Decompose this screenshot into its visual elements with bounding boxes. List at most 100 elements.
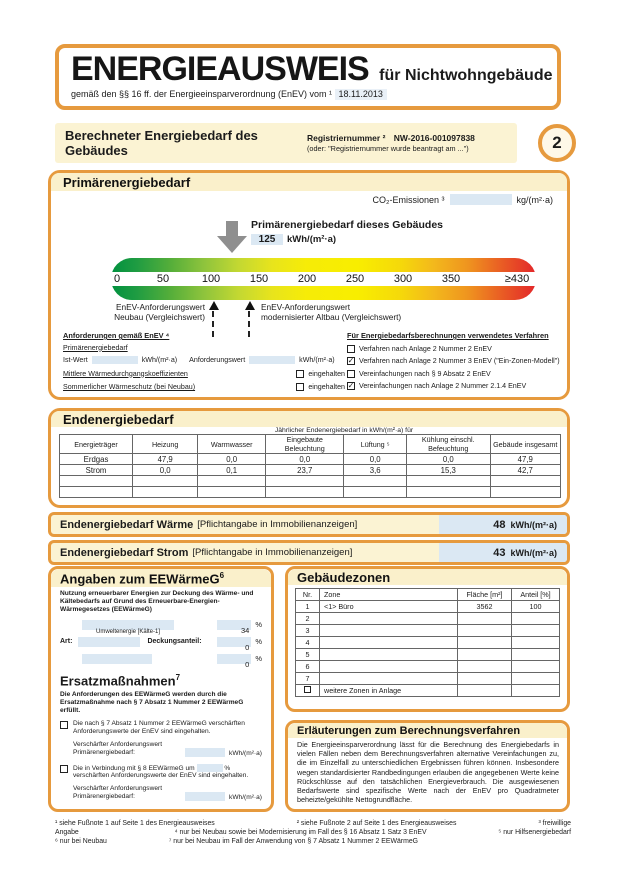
zones-header-row: Nr. Zone Fläche [m²] Anteil [%] — [295, 588, 560, 601]
law-text: gemäß den §§ 16 ff. der Energieeinsparve… — [71, 89, 332, 99]
ersatz-checkbox-2[interactable] — [60, 764, 68, 773]
u-state: eingehalten — [308, 369, 345, 378]
cell — [511, 660, 560, 673]
art3-field[interactable] — [82, 653, 152, 664]
cell: 42,7 — [489, 464, 561, 476]
versch2-label: Verschärfter Anforderungswert Primärener… — [73, 785, 162, 801]
art1-value: Umweltenergie [Kälte-1] — [95, 628, 161, 635]
versch2-field[interactable] — [185, 791, 226, 801]
altbau-marker-dash — [248, 311, 250, 337]
proc-label-3: Vereinfachungen nach § 9 Absatz 2 EnEV — [359, 369, 491, 378]
page-title-suffix: für Nichtwohngebäude — [379, 67, 553, 84]
col-beleuchtung: Eingebaute Beleuchtung — [265, 434, 345, 454]
ist-value-field[interactable] — [91, 356, 138, 365]
col-energietraeger: Energieträger — [58, 434, 134, 454]
cell — [265, 475, 345, 487]
proc-checkbox-2[interactable]: ✓ — [347, 356, 355, 366]
waerme-value-field[interactable]: 48 kWh/(m²·a) — [439, 515, 567, 534]
anf-value-field[interactable] — [249, 356, 296, 365]
cell — [489, 486, 561, 498]
law-date-field[interactable]: 18.11.2013 — [334, 89, 387, 101]
cell: 0,0 — [132, 464, 199, 476]
anteil1-field[interactable]: 34 — [217, 619, 252, 635]
cell — [197, 486, 267, 498]
eewaermeg-heading-text: Angaben zum EEWärmeG — [60, 571, 220, 587]
ersatz-versch1-row: Verschärfter Anforderungswert Primärener… — [73, 741, 262, 757]
versch1-label: Verschärfter Anforderungswert Primärener… — [73, 741, 162, 757]
zones-heading: Gebäudezonen — [288, 569, 567, 585]
zone-row: 2 — [295, 612, 560, 625]
registry-label: Registriernummer ² — [307, 133, 386, 143]
cb2-text-b: verschärften Anforderungswerte der EnEV … — [73, 772, 249, 780]
col-heizung: Heizung — [132, 434, 199, 454]
table-row-empty — [58, 475, 561, 487]
cell: 47,9 — [132, 453, 199, 465]
co2-value-field[interactable] — [449, 194, 512, 205]
endenergy-heading: Endenergiebedarf — [51, 411, 567, 427]
art2-field[interactable] — [78, 636, 141, 647]
anteil2-field[interactable]: 0 — [217, 636, 252, 652]
page-number-badge: 2 — [538, 124, 576, 162]
col-lueftung: Lüftung ⁵ — [343, 434, 407, 454]
gauge-value-field[interactable]: 125 — [251, 234, 283, 245]
cell — [319, 612, 458, 625]
versch1-field[interactable] — [185, 747, 226, 757]
neubau-label-line2: Neubau (Vergleichswert) — [114, 312, 205, 322]
eewaermeg-box: Angaben zum EEWärmeG6 Nutzung erneuerbar… — [48, 566, 274, 812]
table-row-empty — [58, 486, 561, 498]
zones-more-row: weitere Zonen in Anlage — [295, 684, 560, 697]
proc-label-4: Vereinfachungen nach Anlage 2 Nummer 2.1… — [359, 382, 527, 390]
proc-checkbox-3[interactable] — [347, 369, 355, 378]
deckung-label: Deckungsanteil: — [147, 638, 202, 646]
energy-scale: 0 50 100 150 200 250 300 350 ≥430 — [111, 258, 536, 300]
cell: 5 — [295, 648, 320, 661]
altbau-marker-arrow — [245, 301, 255, 310]
ist-unit: kWh/(m²·a) — [141, 356, 178, 364]
endenergy-header-row: Energieträger Heizung Warmwasser Eingeba… — [58, 434, 561, 454]
u-checkbox[interactable] — [296, 369, 305, 378]
ersatz-heading-sup: 7 — [175, 672, 181, 682]
versch2-line2: Primärenergiebedarf: — [73, 792, 135, 800]
proc-checkbox-4[interactable]: ✓ — [347, 381, 355, 391]
proc-checkbox-1[interactable] — [347, 344, 355, 353]
ersatz-checkbox-1[interactable] — [60, 721, 68, 730]
ersatz-cb2-label: Die in Verbindung mit § 8 EEWärmeG um % … — [73, 763, 262, 780]
cell: <1> Büro — [319, 600, 458, 613]
page-title: ENERGIEAUSWEIS — [71, 50, 370, 88]
footnote-line-3: ⁶ nur bei Neubau ⁷ nur bei Neubau im Fal… — [55, 837, 571, 846]
scale-tick-300: 300 — [393, 273, 413, 285]
zones-more-checkbox-cell — [295, 684, 320, 697]
strom-value-field[interactable]: 43 kWh/(m²·a) — [439, 543, 567, 562]
cell: 100 — [511, 600, 560, 613]
primary-heading: Primärenergiebedarf — [51, 173, 567, 191]
altbau-label-line2: modernisierter Altbau (Vergleichswert) — [261, 312, 402, 322]
footnote-7: ⁷ nur bei Neubau im Fall der Anwendung v… — [168, 838, 419, 845]
law-line: gemäß den §§ 16 ff. der Energieeinsparve… — [71, 89, 545, 101]
versch1-line1: Verschärfter Anforderungswert — [73, 741, 163, 749]
cell: 0,0 — [406, 453, 491, 465]
eewaermeg-row3: 0 % — [82, 653, 262, 669]
zone-row: 7 — [295, 672, 560, 685]
cell — [132, 475, 199, 487]
cb2-pct-field[interactable] — [196, 763, 223, 772]
sommer-checkbox[interactable] — [296, 383, 305, 392]
waerme-value: 48 — [493, 518, 506, 531]
cell — [319, 672, 458, 685]
anteil3-field[interactable]: 0 — [217, 653, 252, 669]
versch2-unit: kWh/(m²·a) — [229, 793, 262, 801]
co2-unit: kg/(m²·a) — [516, 194, 554, 205]
cell — [457, 684, 512, 697]
eewaermeg-row1: Umweltenergie [Kälte-1] 34 % — [82, 619, 262, 635]
gauge-unit: kWh/(m²·a) — [287, 234, 337, 245]
law-date: 18.11.2013 — [338, 89, 383, 100]
proc-check-4: ✓ — [347, 381, 355, 391]
section-bar: Berechneter Energiebedarf des Gebäudes R… — [55, 123, 517, 163]
proc-check-2: ✓ — [347, 356, 355, 366]
zones-more-checkbox[interactable] — [304, 686, 311, 693]
cell: 6 — [295, 660, 320, 673]
anteil3-unit: % — [255, 654, 262, 664]
zone-row: 3 — [295, 624, 560, 637]
art1-field[interactable]: Umweltenergie [Kälte-1] — [82, 619, 174, 635]
title-line: ENERGIEAUSWEIS für Nichtwohngebäude — [71, 50, 553, 89]
req-sommer-row: Sommerlicher Wärmeschutz (bei Neubau) ei… — [63, 382, 345, 393]
